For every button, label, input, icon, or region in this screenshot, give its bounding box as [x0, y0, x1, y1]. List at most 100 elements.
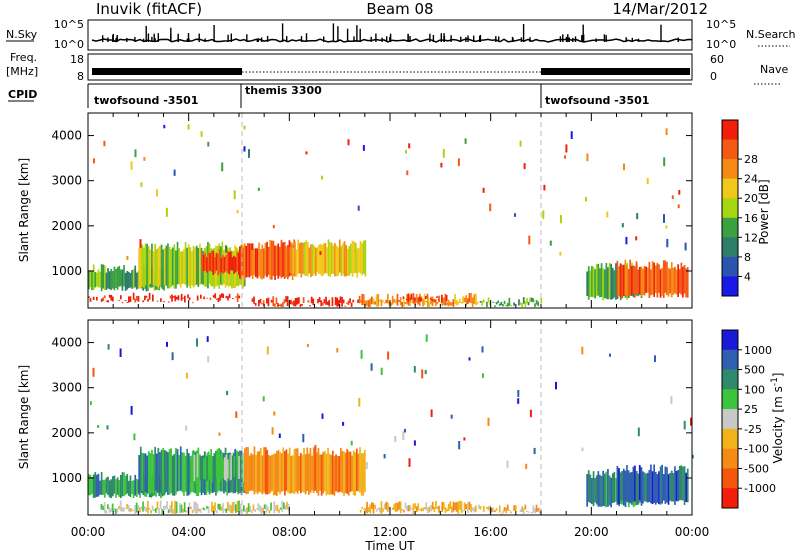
power-streak — [310, 296, 313, 304]
velocity-streak — [157, 448, 160, 493]
velocity-streak — [115, 479, 117, 498]
power-streak — [396, 293, 399, 306]
power-streak — [113, 266, 116, 291]
velocity-streak — [608, 475, 611, 506]
power-streak — [600, 263, 603, 297]
power-streak — [174, 295, 177, 302]
velocity-streak — [666, 467, 668, 503]
velocity-echo — [218, 432, 221, 436]
power-echo — [405, 150, 407, 154]
power-streak — [526, 298, 528, 304]
power-streak — [344, 305, 347, 307]
power-streak — [272, 296, 275, 306]
velocity-streak — [219, 455, 221, 482]
velocity-streak — [475, 505, 477, 512]
power-echo — [585, 196, 587, 202]
power-streak — [212, 295, 215, 298]
velocity-streak — [446, 508, 448, 512]
velocity-echo — [421, 369, 424, 379]
velocity-streak — [211, 456, 213, 483]
power-streak — [638, 266, 641, 294]
velocity-echo — [424, 370, 427, 375]
power-streak — [335, 245, 338, 277]
velocity-streak — [503, 507, 506, 512]
power-streak — [194, 247, 196, 286]
power-streak — [422, 298, 424, 307]
velocity-streak — [153, 509, 156, 511]
velocity-streak — [170, 448, 172, 494]
power-echo — [665, 128, 668, 136]
velocity-streak — [206, 506, 208, 509]
velocity-echo — [506, 460, 509, 468]
power-streak — [228, 252, 231, 275]
power-streak — [334, 243, 336, 277]
power-streak — [446, 302, 448, 306]
velocity-streak — [661, 464, 663, 504]
velocity-streak — [271, 454, 273, 491]
power-streak — [402, 296, 405, 300]
velocity-streak — [322, 451, 325, 494]
power-streak — [152, 251, 155, 285]
velocity-streak — [303, 447, 305, 493]
velocity-echo — [273, 411, 276, 416]
velocity-streak — [396, 503, 399, 512]
power-streak — [642, 269, 644, 296]
velocity-echo — [408, 458, 411, 467]
power-streak — [167, 243, 169, 289]
power-echo — [677, 204, 680, 209]
velocity-echo — [413, 366, 416, 373]
velocity-streak — [214, 454, 216, 480]
velocity-streak — [361, 507, 364, 509]
velocity-streak — [526, 510, 528, 512]
power-streak — [121, 302, 124, 304]
velocity-streak — [330, 455, 333, 495]
velocity-streak — [490, 508, 493, 513]
power-streak — [116, 267, 119, 290]
power-streak — [154, 243, 156, 286]
power-streak — [89, 270, 92, 288]
velocity-streak — [462, 509, 464, 512]
velocity-streak — [443, 502, 445, 510]
velocity-streak — [151, 449, 153, 493]
power-streak — [302, 242, 304, 274]
velocity-streak — [372, 503, 375, 514]
power-streak — [317, 299, 319, 304]
velocity-streak — [268, 509, 271, 514]
velocity-streak — [364, 450, 366, 493]
power-echo — [225, 245, 228, 253]
velocity-streak — [245, 446, 248, 495]
power-streak — [272, 240, 275, 276]
power-streak — [207, 252, 210, 272]
velocity-streak — [179, 446, 182, 491]
power-streak — [475, 293, 477, 306]
power-streak — [659, 269, 662, 298]
velocity-streak — [164, 505, 167, 510]
power-echo — [457, 158, 460, 167]
power-streak — [168, 301, 170, 303]
velocity-streak — [243, 452, 245, 483]
power-streak — [94, 272, 97, 288]
power-streak — [189, 247, 192, 289]
velocity-streak — [126, 504, 128, 509]
velocity-streak — [683, 466, 686, 505]
nsky-panel: N.Sky 10^5 10^0 10^5 10^0 N.Search — [6, 18, 796, 51]
power-streak — [217, 297, 220, 303]
velocity-streak — [651, 471, 654, 505]
power-streak — [266, 241, 268, 278]
velocity-streak — [120, 475, 122, 498]
power-streak — [271, 240, 273, 280]
velocity-streak — [404, 502, 407, 509]
velocity-streak — [196, 503, 199, 514]
velocity-echo — [487, 417, 490, 426]
power-streak — [387, 293, 389, 304]
velocity-streak — [209, 455, 212, 481]
power-streak — [418, 296, 421, 302]
velocity-streak — [316, 452, 318, 493]
power-streak — [410, 293, 413, 300]
velocity-streak — [363, 508, 365, 510]
nsky-right-tick-top: 10^5 — [706, 18, 736, 31]
power-streak — [231, 257, 234, 271]
power-streak — [425, 296, 427, 300]
velocity-streak — [428, 506, 431, 513]
power-streak — [476, 301, 479, 305]
